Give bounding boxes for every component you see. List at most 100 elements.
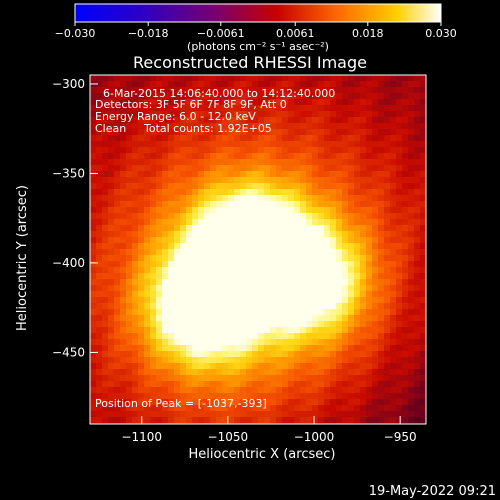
heatmap-cell bbox=[378, 285, 384, 291]
heatmap-cell bbox=[288, 99, 294, 105]
heatmap-cell bbox=[258, 399, 264, 405]
heatmap-cell bbox=[312, 87, 318, 93]
heatmap-cell bbox=[228, 351, 234, 357]
heatmap-cell bbox=[300, 321, 306, 327]
heatmap-cell bbox=[96, 117, 102, 123]
heatmap-cell bbox=[342, 159, 348, 165]
heatmap-cell bbox=[246, 123, 252, 129]
heatmap-cell bbox=[150, 303, 156, 309]
heatmap-cell bbox=[120, 243, 126, 249]
heatmap-cell bbox=[186, 405, 192, 411]
heatmap-cell bbox=[90, 99, 96, 105]
heatmap-cell bbox=[372, 153, 378, 159]
heatmap-cell bbox=[354, 363, 360, 369]
heatmap-cell bbox=[354, 153, 360, 159]
heatmap-cell bbox=[186, 279, 192, 285]
heatmap-cell bbox=[132, 273, 138, 279]
heatmap-cell bbox=[168, 375, 174, 381]
heatmap-cell bbox=[222, 321, 228, 327]
heatmap-cell bbox=[120, 261, 126, 267]
heatmap-cell bbox=[360, 243, 366, 249]
heatmap-cell bbox=[204, 393, 210, 399]
heatmap-cell bbox=[138, 309, 144, 315]
heatmap-cell bbox=[300, 171, 306, 177]
heatmap-cell bbox=[276, 255, 282, 261]
heatmap-cell bbox=[228, 321, 234, 327]
heatmap-cell bbox=[108, 393, 114, 399]
heatmap-cell bbox=[96, 387, 102, 393]
heatmap-cell bbox=[378, 399, 384, 405]
heatmap-cell bbox=[192, 357, 198, 363]
heatmap-cell bbox=[390, 405, 396, 411]
heatmap-cell bbox=[168, 189, 174, 195]
heatmap-cell bbox=[282, 123, 288, 129]
heatmap-cell bbox=[414, 105, 420, 111]
heatmap-cell bbox=[300, 279, 306, 285]
heatmap-cell bbox=[354, 189, 360, 195]
heatmap-cell bbox=[96, 243, 102, 249]
heatmap-cell bbox=[240, 411, 246, 417]
heatmap-cell bbox=[408, 303, 414, 309]
heatmap-cell bbox=[288, 219, 294, 225]
heatmap-cell bbox=[222, 327, 228, 333]
heatmap-cell bbox=[288, 297, 294, 303]
heatmap-cell bbox=[336, 165, 342, 171]
heatmap-cell bbox=[192, 81, 198, 87]
heatmap-cell bbox=[120, 219, 126, 225]
heatmap-cell bbox=[258, 195, 264, 201]
heatmap-cell bbox=[300, 261, 306, 267]
heatmap-cell bbox=[342, 207, 348, 213]
heatmap-cell bbox=[318, 387, 324, 393]
heatmap-cell bbox=[288, 123, 294, 129]
heatmap-cell bbox=[126, 327, 132, 333]
heatmap-cell bbox=[210, 99, 216, 105]
heatmap-cell bbox=[192, 417, 198, 423]
heatmap-cell bbox=[420, 339, 426, 345]
heatmap-cell bbox=[132, 141, 138, 147]
heatmap-cell bbox=[420, 273, 426, 279]
heatmap-cell bbox=[390, 129, 396, 135]
heatmap-cell bbox=[270, 225, 276, 231]
heatmap-cell bbox=[126, 291, 132, 297]
heatmap-cell bbox=[318, 345, 324, 351]
heatmap-cell bbox=[402, 207, 408, 213]
heatmap-cell bbox=[402, 219, 408, 225]
heatmap-cell bbox=[348, 213, 354, 219]
heatmap-cell bbox=[228, 261, 234, 267]
heatmap-cell bbox=[312, 291, 318, 297]
heatmap-cell bbox=[186, 177, 192, 183]
heatmap-cell bbox=[276, 183, 282, 189]
heatmap-cell bbox=[396, 105, 402, 111]
heatmap-cell bbox=[186, 411, 192, 417]
heatmap-cell bbox=[366, 219, 372, 225]
heatmap-cell bbox=[90, 351, 96, 357]
heatmap-cell bbox=[324, 189, 330, 195]
heatmap-cell bbox=[414, 111, 420, 117]
heatmap-cell bbox=[270, 75, 276, 81]
heatmap-cell bbox=[330, 345, 336, 351]
heatmap-cell bbox=[102, 255, 108, 261]
heatmap-cell bbox=[384, 123, 390, 129]
heatmap-cell bbox=[294, 165, 300, 171]
heatmap-cell bbox=[336, 351, 342, 357]
heatmap-cell bbox=[348, 195, 354, 201]
heatmap-cell bbox=[96, 189, 102, 195]
heatmap-cell bbox=[204, 399, 210, 405]
heatmap-cell bbox=[126, 75, 132, 81]
heatmap-cell bbox=[414, 333, 420, 339]
heatmap-cell bbox=[282, 249, 288, 255]
heatmap-cell bbox=[150, 297, 156, 303]
heatmap-cell bbox=[180, 261, 186, 267]
heatmap-cell bbox=[348, 345, 354, 351]
heatmap-cell bbox=[96, 183, 102, 189]
heatmap-cell bbox=[408, 99, 414, 105]
heatmap-cell bbox=[270, 219, 276, 225]
heatmap-cell bbox=[390, 255, 396, 261]
heatmap-cell bbox=[258, 189, 264, 195]
heatmap-cell bbox=[216, 153, 222, 159]
heatmap-cell bbox=[390, 207, 396, 213]
heatmap-cell bbox=[186, 231, 192, 237]
heatmap-cell bbox=[108, 183, 114, 189]
heatmap-cell bbox=[216, 273, 222, 279]
heatmap-cell bbox=[300, 243, 306, 249]
